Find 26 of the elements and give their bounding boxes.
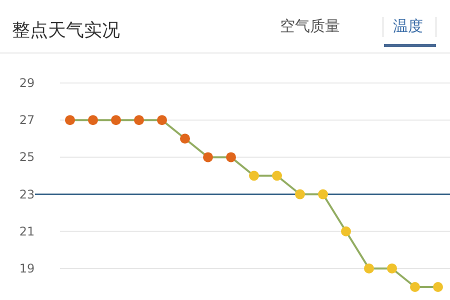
text: 空气质量 xyxy=(280,17,340,35)
point xyxy=(341,226,351,236)
y-tick-label: 29 xyxy=(19,76,35,90)
point xyxy=(111,115,121,126)
point xyxy=(387,263,397,274)
point xyxy=(180,134,190,144)
point xyxy=(433,282,443,292)
point xyxy=(203,152,213,162)
point xyxy=(249,170,259,181)
point xyxy=(410,282,420,292)
point xyxy=(226,152,236,162)
text: 温度 xyxy=(393,17,423,35)
y-tick-label: 23 xyxy=(19,187,35,202)
y-tick-label: 21 xyxy=(19,224,35,238)
point xyxy=(134,115,144,126)
chart-title: 整点天气实况 xyxy=(12,20,120,41)
point xyxy=(88,115,98,126)
y-tick-label: 27 xyxy=(19,113,35,128)
point xyxy=(318,189,328,200)
y-tick-label: 19 xyxy=(19,261,35,276)
point xyxy=(364,263,374,274)
point xyxy=(65,115,75,126)
point xyxy=(272,170,282,181)
y-tick-label: 25 xyxy=(19,150,35,164)
point xyxy=(295,189,305,200)
point xyxy=(157,115,167,126)
